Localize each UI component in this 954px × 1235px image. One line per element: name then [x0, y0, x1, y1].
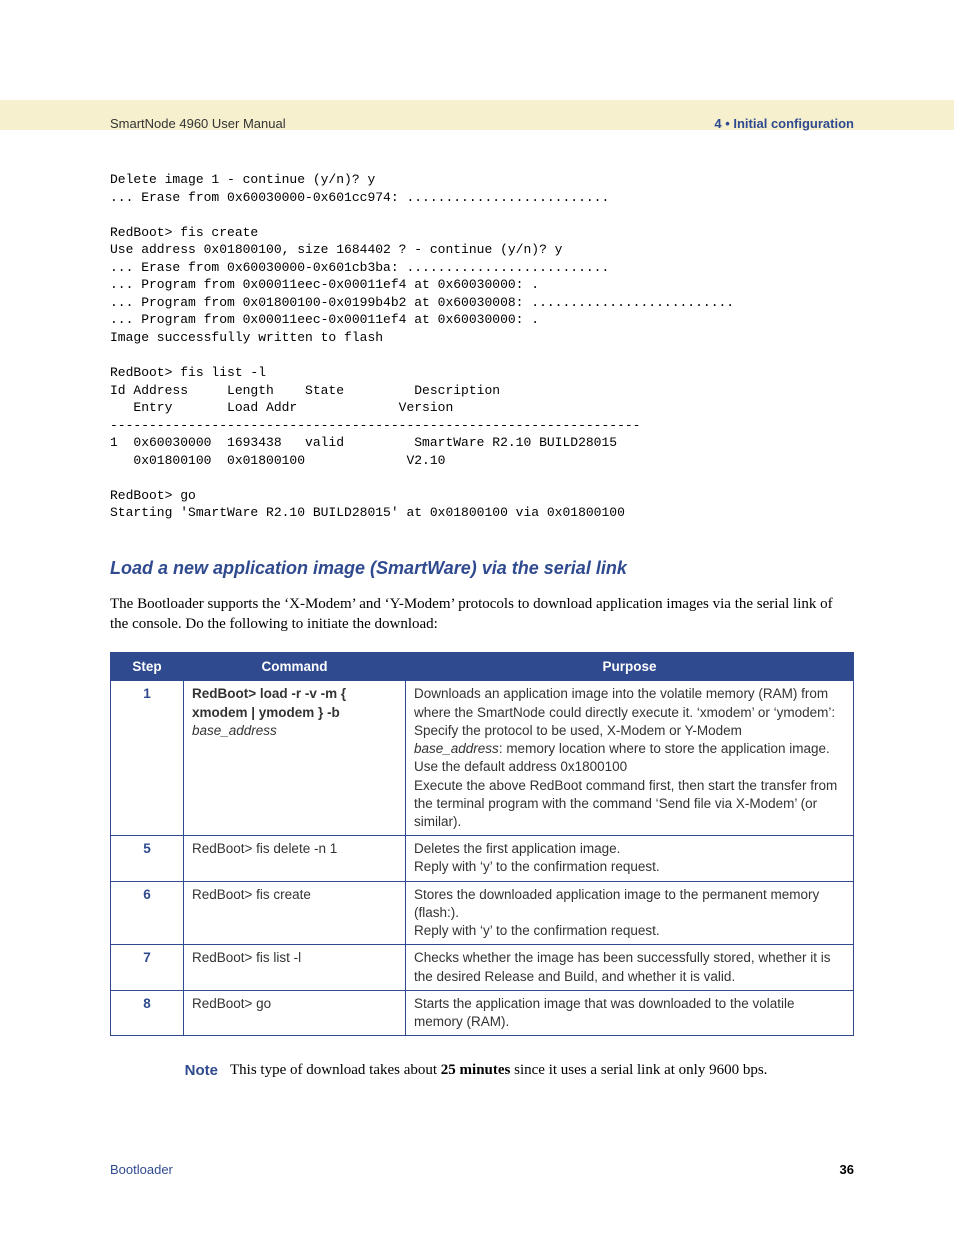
- cell-step: 7: [111, 945, 184, 990]
- cell-command: RedBoot> fis list -l: [184, 945, 406, 990]
- cell-purpose: Downloads an application image into the …: [406, 681, 854, 836]
- cell-purpose: Checks whether the image has been succes…: [406, 945, 854, 990]
- cell-command: RedBoot> load -r -v -m { xmodem | ymodem…: [184, 681, 406, 836]
- page-header: SmartNode 4960 User Manual 4 • Initial c…: [110, 110, 854, 137]
- note-body: This type of download takes about 25 min…: [230, 1060, 767, 1081]
- purpose-pre: Downloads an application image into the …: [414, 686, 835, 737]
- header-right: 4 • Initial configuration: [714, 116, 854, 131]
- note-post: since it uses a serial link at only 9600…: [510, 1062, 767, 1078]
- cell-command: RedBoot> go: [184, 990, 406, 1035]
- cell-command: RedBoot> fis create: [184, 881, 406, 945]
- cell-step: 1: [111, 681, 184, 836]
- th-step: Step: [111, 653, 184, 681]
- table-row: 7 RedBoot> fis list -l Checks whether th…: [111, 945, 854, 990]
- footer-right: 36: [840, 1162, 854, 1177]
- cell-step: 8: [111, 990, 184, 1035]
- cmd-bold: RedBoot> load -r -v -m { xmodem | ymodem…: [192, 686, 346, 719]
- table-row: 8 RedBoot> go Starts the application ima…: [111, 990, 854, 1035]
- purpose-text: Stores the downloaded application image …: [414, 887, 819, 938]
- purpose-italic: base_address: [414, 741, 499, 756]
- section-title: Load a new application image (SmartWare)…: [110, 558, 854, 579]
- table-header-row: Step Command Purpose: [111, 653, 854, 681]
- note-label: Note: [170, 1060, 218, 1081]
- note-pre: This type of download takes about: [230, 1062, 441, 1078]
- section-intro: The Bootloader supports the ‘X-Modem’ an…: [110, 594, 854, 635]
- page: SmartNode 4960 User Manual 4 • Initial c…: [0, 0, 954, 1235]
- footer-left: Bootloader: [110, 1162, 173, 1177]
- cell-purpose: Deletes the first application image. Rep…: [406, 836, 854, 881]
- cell-command: RedBoot> fis delete -n 1: [184, 836, 406, 881]
- note-block: Note This type of download takes about 2…: [170, 1060, 854, 1081]
- terminal-output: Delete image 1 - continue (y/n)? y ... E…: [110, 171, 854, 522]
- page-footer: Bootloader 36: [110, 1162, 854, 1177]
- purpose-text: Starts the application image that was do…: [414, 996, 795, 1029]
- th-command: Command: [184, 653, 406, 681]
- table-row: 1 RedBoot> load -r -v -m { xmodem | ymod…: [111, 681, 854, 836]
- th-purpose: Purpose: [406, 653, 854, 681]
- cell-step: 5: [111, 836, 184, 881]
- cell-step: 6: [111, 881, 184, 945]
- purpose-post: Execute the above RedBoot command first,…: [414, 778, 837, 829]
- cmd-italic: base_address: [192, 723, 277, 738]
- cell-purpose: Starts the application image that was do…: [406, 990, 854, 1035]
- note-strong: 25 minutes: [441, 1062, 511, 1078]
- table-row: 5 RedBoot> fis delete -n 1 Deletes the f…: [111, 836, 854, 881]
- purpose-text: Deletes the first application image. Rep…: [414, 841, 660, 874]
- table-row: 6 RedBoot> fis create Stores the downloa…: [111, 881, 854, 945]
- purpose-text: Checks whether the image has been succes…: [414, 950, 830, 983]
- command-table: Step Command Purpose 1 RedBoot> load -r …: [110, 652, 854, 1036]
- cell-purpose: Stores the downloaded application image …: [406, 881, 854, 945]
- header-left: SmartNode 4960 User Manual: [110, 116, 286, 131]
